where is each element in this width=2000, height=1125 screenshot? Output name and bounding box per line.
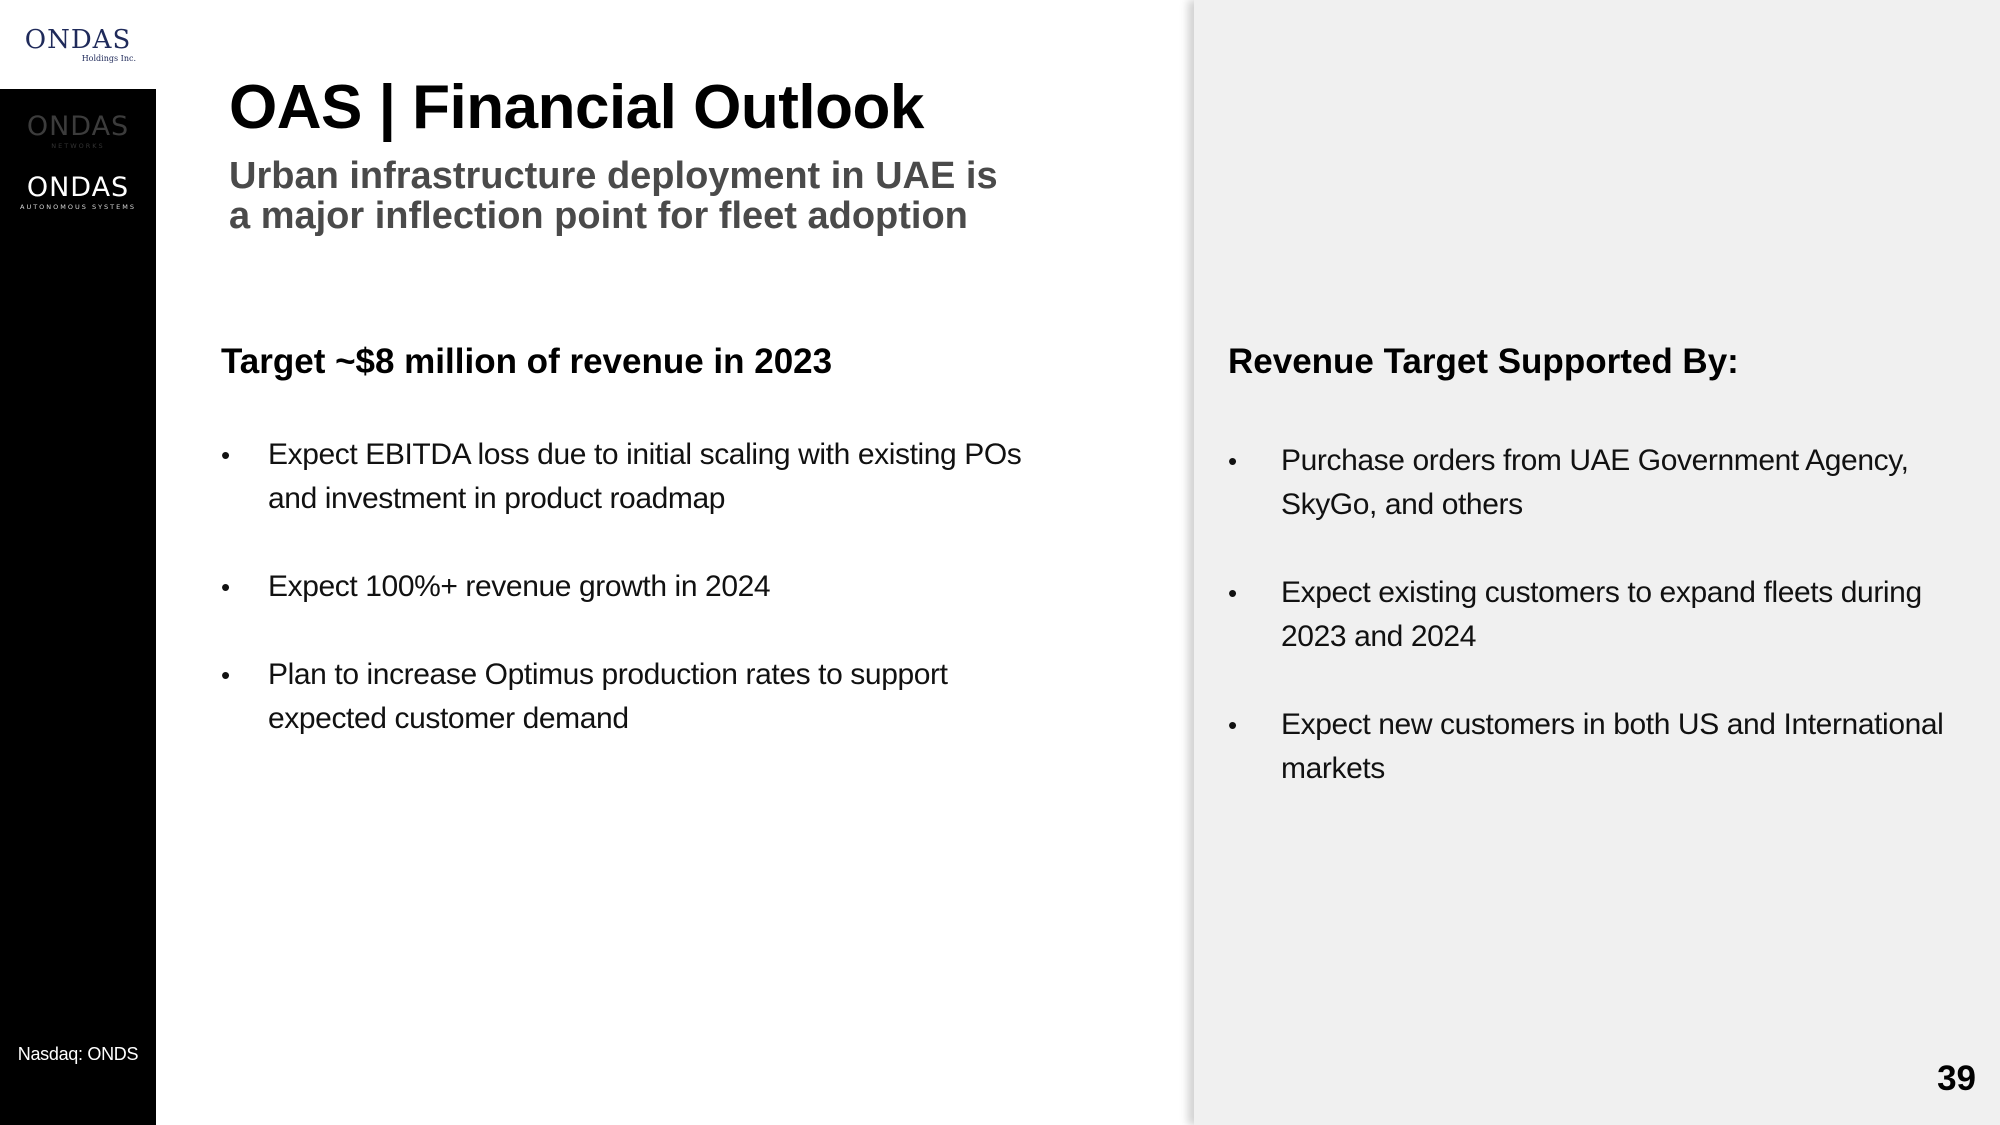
- bullet-text: Expect new customers in both US and Inte…: [1281, 708, 1944, 785]
- sidebar: ONDAS NETWORKS ONDAS AUTONOMOUS SYSTEMS …: [0, 89, 156, 1125]
- bullet-dot-icon: •: [221, 572, 230, 602]
- bullet-text: Expect existing customers to expand flee…: [1281, 576, 1922, 653]
- ondas-networks-logo-word: ONDAS: [26, 111, 130, 142]
- ondas-autonomous-logo-word: ONDAS: [26, 172, 130, 203]
- bullet-text: Plan to increase Optimus production rate…: [268, 658, 948, 735]
- bullet-item: • Plan to increase Optimus production rat…: [221, 653, 1051, 741]
- bullet-dot-icon: •: [1228, 446, 1237, 476]
- ondas-holdings-logo: ONDAS Holdings Inc.: [0, 0, 156, 89]
- bullet-item: • Expect new customers in both US and Int…: [1228, 703, 1988, 791]
- nasdaq-ticker: Nasdaq: ONDS: [17, 1044, 139, 1064]
- bullet-item: • Expect EBITDA loss due to initial scali…: [221, 433, 1051, 521]
- subtitle-line: a major inflection point for fleet adopt…: [229, 194, 968, 237]
- left-bullet-list: • Expect EBITDA loss due to initial scali…: [221, 433, 1051, 785]
- slide-subtitle: Urban infrastructure deployment in UAE i…: [229, 155, 1089, 237]
- right-bullet-list: • Purchase orders from UAE Government Age…: [1228, 439, 1988, 835]
- bullet-item: • Purchase orders from UAE Government Age…: [1228, 439, 1988, 527]
- right-panel: 39: [1194, 0, 2000, 1125]
- bullet-dot-icon: •: [1228, 710, 1237, 740]
- ondas-autonomous-logo-tag: AUTONOMOUS SYSTEMS: [20, 203, 136, 211]
- bullet-text: Expect 100%+ revenue growth in 2024: [268, 570, 771, 603]
- page-number: 39: [1937, 1059, 1976, 1098]
- ondas-holdings-logo-sub: Holdings Inc.: [81, 53, 136, 63]
- right-column-heading: Revenue Target Supported By:: [1228, 342, 1739, 381]
- bullet-item: • Expect 100%+ revenue growth in 2024: [221, 565, 1051, 609]
- bullet-dot-icon: •: [221, 440, 230, 470]
- ondas-autonomous-logo: ONDAS AUTONOMOUS SYSTEMS: [0, 174, 156, 211]
- bullet-text: Expect EBITDA loss due to initial scalin…: [268, 438, 1022, 515]
- ondas-networks-logo: ONDAS NETWORKS: [0, 113, 156, 150]
- slide-title: OAS | Financial Outlook: [229, 73, 924, 142]
- left-column-heading: Target ~$8 million of revenue in 2023: [221, 342, 833, 381]
- bullet-text: Purchase orders from UAE Government Agen…: [1281, 444, 1909, 521]
- bullet-dot-icon: •: [1228, 578, 1237, 608]
- subtitle-line: Urban infrastructure deployment in UAE i…: [229, 155, 998, 197]
- ondas-holdings-logo-word: ONDAS: [24, 24, 132, 55]
- bullet-dot-icon: •: [221, 660, 230, 690]
- bullet-item: • Expect existing customers to expand fle…: [1228, 571, 1988, 659]
- ondas-networks-logo-tag: NETWORKS: [51, 142, 105, 150]
